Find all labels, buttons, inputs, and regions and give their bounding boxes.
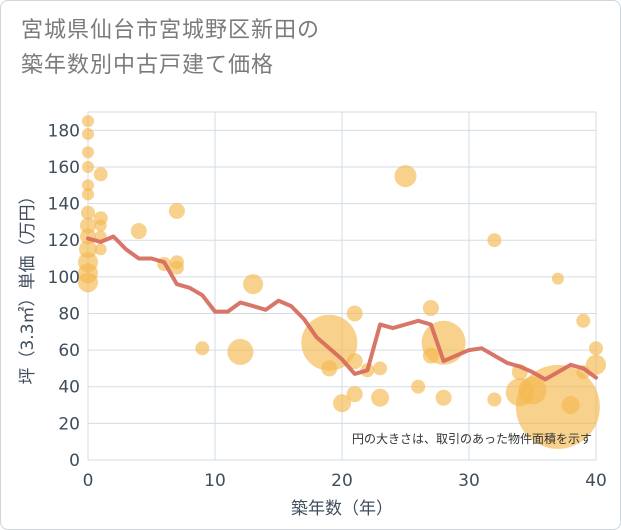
- data-bubble: [515, 364, 600, 449]
- data-bubble: [333, 394, 351, 413]
- x-tick-label: 20: [331, 471, 353, 491]
- y-tick-label: 60: [58, 341, 80, 361]
- data-bubble: [82, 179, 94, 192]
- data-bubble: [94, 219, 107, 232]
- data-bubble: [227, 338, 254, 365]
- tick-labels: 0 20 40 60 80 100 120 140 160 180 0 10 20 30 40: [48, 121, 607, 491]
- y-tick-label: 0: [69, 451, 80, 471]
- data-bubble: [82, 146, 94, 159]
- data-bubble: [371, 388, 390, 407]
- data-bubble: [82, 160, 94, 173]
- y-tick-label: 160: [48, 158, 80, 178]
- data-bubble: [551, 272, 564, 285]
- data-bubble: [94, 243, 107, 256]
- x-tick-label: 40: [585, 471, 607, 491]
- data-bubble: [321, 360, 338, 377]
- data-bubble: [78, 272, 98, 293]
- y-tick-label: 80: [58, 304, 80, 324]
- size-legend-note: 円の大きさは、取引のあった物件面積を示す: [352, 431, 592, 446]
- x-tick-label: 10: [204, 471, 226, 491]
- data-bubble: [93, 167, 108, 182]
- trend-layer: [86, 234, 598, 382]
- average-trend-line: [86, 234, 598, 382]
- data-bubble: [422, 299, 439, 316]
- data-bubble: [130, 223, 147, 240]
- data-bubble: [80, 217, 96, 234]
- data-bubble: [168, 202, 185, 219]
- data-bubble: [394, 165, 417, 188]
- data-bubble: [81, 205, 95, 220]
- data-bubble: [373, 361, 388, 376]
- data-bubble: [487, 233, 502, 248]
- y-tick-label: 140: [48, 195, 80, 215]
- data-bubble: [576, 313, 591, 328]
- data-bubble: [586, 354, 606, 375]
- data-bubble: [169, 260, 184, 275]
- y-tick-label: 40: [58, 378, 80, 398]
- bubbles-layer: [78, 115, 606, 449]
- data-bubble: [82, 127, 94, 140]
- data-bubble: [487, 392, 502, 407]
- data-bubble: [195, 341, 210, 356]
- chart-title-line-1: 宮城県仙台市宮城野区新田の: [21, 18, 321, 43]
- y-tick-label: 100: [48, 268, 80, 288]
- x-axis-label: 築年数（年）: [291, 499, 393, 519]
- y-tick-label: 180: [48, 121, 80, 141]
- y-tick-label: 20: [58, 414, 80, 434]
- data-bubble: [411, 379, 426, 394]
- y-axis-label: 坪（3.3㎡）単価（万円）: [18, 187, 38, 384]
- data-bubble: [346, 305, 363, 322]
- y-tick-label: 120: [48, 231, 80, 251]
- x-tick-label: 30: [458, 471, 480, 491]
- data-bubble: [346, 386, 363, 403]
- data-bubble: [243, 274, 264, 295]
- chart-title: 宮城県仙台市宮城野区新田の 築年数別中古戸建て価格: [21, 13, 320, 83]
- data-bubble: [561, 396, 580, 415]
- data-bubble: [589, 341, 603, 356]
- data-bubble: [82, 188, 94, 201]
- data-bubble: [82, 115, 94, 128]
- x-tick-label: 0: [83, 471, 94, 491]
- data-bubble: [301, 314, 358, 371]
- chart-title-line-2: 築年数別中古戸建て価格: [21, 53, 275, 78]
- data-bubble: [435, 389, 452, 406]
- data-bubble: [346, 353, 363, 370]
